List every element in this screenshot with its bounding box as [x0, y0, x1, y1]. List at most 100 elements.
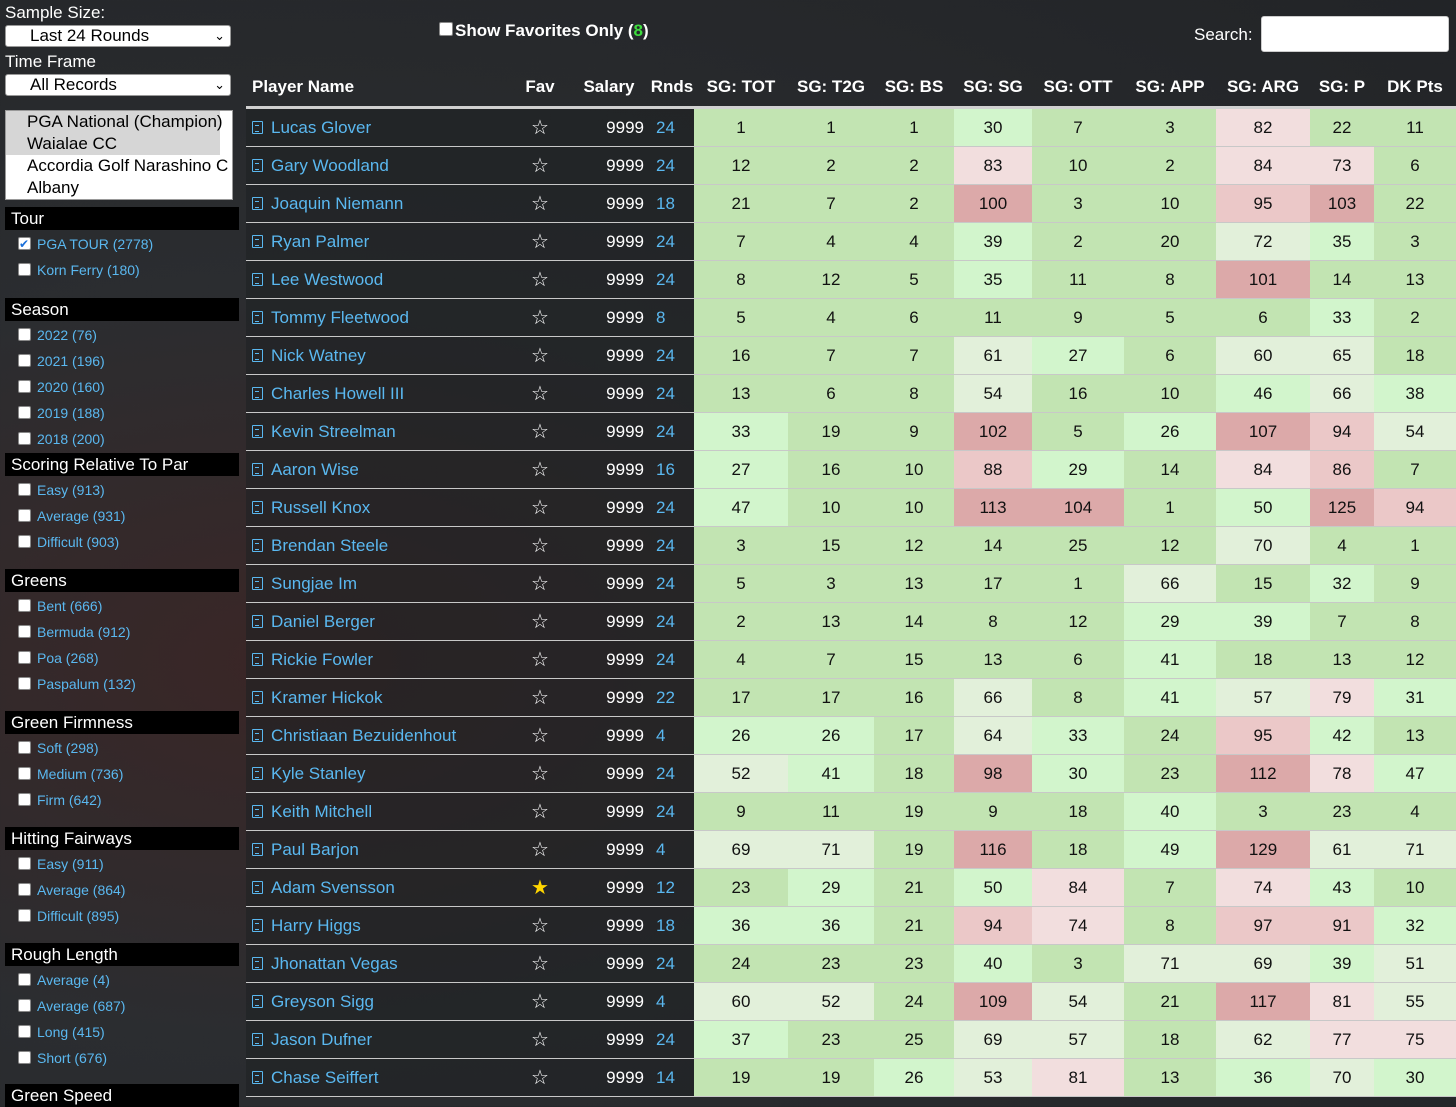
rounds-link[interactable]: 12	[650, 868, 694, 907]
filter-checkbox[interactable]	[18, 767, 31, 780]
filter-checkbox[interactable]	[18, 625, 31, 638]
player-name-cell[interactable]: Paul Barjon	[246, 830, 512, 869]
document-icon[interactable]	[252, 462, 263, 476]
star-outline-icon[interactable]: ☆	[512, 374, 568, 413]
star-outline-icon[interactable]: ☆	[512, 222, 568, 261]
player-name-link[interactable]: Chase Seiffert	[271, 1067, 379, 1087]
star-outline-icon[interactable]: ☆	[512, 754, 568, 793]
course-option[interactable]: PGA National (Champion)	[6, 111, 223, 133]
player-name-cell[interactable]: Gary Woodland	[246, 146, 512, 185]
filter-option[interactable]: Average (931)	[18, 506, 125, 526]
filter-checkbox[interactable]	[18, 857, 31, 870]
star-outline-icon[interactable]: ☆	[512, 412, 568, 451]
rounds-link[interactable]: 24	[650, 526, 694, 565]
filter-option[interactable]: 2020 (160)	[18, 377, 105, 397]
column-header[interactable]: Salary	[568, 68, 650, 109]
filter-checkbox[interactable]	[18, 1025, 31, 1038]
filter-checkbox[interactable]	[18, 599, 31, 612]
filter-checkbox[interactable]	[18, 793, 31, 806]
player-name-link[interactable]: Greyson Sigg	[271, 991, 374, 1011]
filter-checkbox[interactable]	[18, 651, 31, 664]
player-name-link[interactable]: Joaquin Niemann	[271, 193, 404, 213]
document-icon[interactable]	[252, 1032, 263, 1046]
favorites-checkbox[interactable]	[439, 22, 453, 36]
document-icon[interactable]	[252, 614, 263, 628]
filter-checkbox[interactable]	[18, 1051, 31, 1064]
column-header[interactable]: Player Name	[246, 68, 512, 109]
filter-option[interactable]: Long (415)	[18, 1022, 105, 1042]
player-name-link[interactable]: Kyle Stanley	[271, 763, 366, 783]
filter-option[interactable]: Medium (736)	[18, 764, 123, 784]
filter-option[interactable]: Bermuda (912)	[18, 622, 130, 642]
filter-checkbox[interactable]	[18, 677, 31, 690]
star-outline-icon[interactable]: ☆	[512, 107, 568, 147]
column-header[interactable]: DK Pts	[1374, 68, 1456, 109]
star-outline-icon[interactable]: ☆	[512, 184, 568, 223]
filter-checkbox[interactable]	[18, 328, 31, 341]
rounds-link[interactable]: 24	[650, 336, 694, 375]
document-icon[interactable]	[252, 956, 263, 970]
search-input[interactable]	[1261, 16, 1449, 52]
rounds-link[interactable]: 24	[650, 754, 694, 793]
player-name-link[interactable]: Tommy Fleetwood	[271, 307, 409, 327]
filter-option[interactable]: Difficult (895)	[18, 906, 119, 926]
rounds-link[interactable]: 4	[650, 830, 694, 869]
rounds-link[interactable]: 24	[650, 107, 694, 147]
star-outline-icon[interactable]: ☆	[512, 336, 568, 375]
star-outline-icon[interactable]: ☆	[512, 146, 568, 185]
player-name-link[interactable]: Aaron Wise	[271, 459, 359, 479]
star-outline-icon[interactable]: ☆	[512, 450, 568, 489]
star-outline-icon[interactable]: ☆	[512, 982, 568, 1021]
document-icon[interactable]	[252, 690, 263, 704]
player-name-link[interactable]: Charles Howell III	[271, 383, 405, 403]
rounds-link[interactable]: 24	[650, 260, 694, 299]
filter-checkbox[interactable]	[18, 263, 31, 276]
player-name-cell[interactable]: Brendan Steele	[246, 526, 512, 565]
star-outline-icon[interactable]: ☆	[512, 1020, 568, 1059]
filter-option[interactable]: Poa (268)	[18, 648, 98, 668]
course-option[interactable]: Albany	[27, 178, 79, 197]
player-name-cell[interactable]: Rickie Fowler	[246, 640, 512, 679]
player-name-cell[interactable]: Lucas Glover	[246, 107, 512, 147]
player-name-cell[interactable]: Jhonattan Vegas	[246, 944, 512, 983]
filter-option[interactable]: Average (687)	[18, 996, 125, 1016]
filter-option[interactable]: Korn Ferry (180)	[18, 260, 140, 280]
player-name-cell[interactable]: Jason Dufner	[246, 1020, 512, 1059]
document-icon[interactable]	[252, 918, 263, 932]
filter-checkbox[interactable]	[18, 432, 31, 445]
rounds-link[interactable]: 4	[650, 716, 694, 755]
document-icon[interactable]	[252, 272, 263, 286]
star-outline-icon[interactable]: ☆	[512, 602, 568, 641]
player-name-link[interactable]: Harry Higgs	[271, 915, 361, 935]
star-outline-icon[interactable]: ☆	[512, 678, 568, 717]
player-name-cell[interactable]: Tommy Fleetwood	[246, 298, 512, 337]
filter-checkbox[interactable]	[18, 509, 31, 522]
column-header[interactable]: SG: OTT	[1032, 68, 1124, 109]
player-name-link[interactable]: Ryan Palmer	[271, 231, 370, 251]
player-name-cell[interactable]: Ryan Palmer	[246, 222, 512, 261]
rounds-link[interactable]: 24	[650, 602, 694, 641]
player-name-cell[interactable]: Nick Watney	[246, 336, 512, 375]
rounds-link[interactable]: 22	[650, 678, 694, 717]
player-name-cell[interactable]: Joaquin Niemann	[246, 184, 512, 223]
document-icon[interactable]	[252, 1070, 263, 1084]
rounds-link[interactable]: 8	[650, 298, 694, 337]
filter-checkbox[interactable]	[18, 999, 31, 1012]
player-name-cell[interactable]: Russell Knox	[246, 488, 512, 527]
player-name-link[interactable]: Lucas Glover	[271, 117, 372, 137]
star-outline-icon[interactable]: ☆	[512, 564, 568, 603]
document-icon[interactable]	[252, 158, 263, 172]
rounds-link[interactable]: 24	[650, 564, 694, 603]
filter-option[interactable]: 2019 (188)	[18, 403, 105, 423]
column-header[interactable]: Fav	[512, 68, 568, 109]
filter-option[interactable]: 2018 (200)	[18, 429, 105, 449]
star-outline-icon[interactable]: ☆	[512, 488, 568, 527]
filter-option[interactable]: Soft (298)	[18, 738, 98, 758]
filter-checkbox[interactable]	[18, 909, 31, 922]
filter-checkbox[interactable]	[18, 406, 31, 419]
player-name-link[interactable]: Jason Dufner	[271, 1029, 373, 1049]
document-icon[interactable]	[252, 728, 263, 742]
player-name-cell[interactable]: Kyle Stanley	[246, 754, 512, 793]
player-name-link[interactable]: Daniel Berger	[271, 611, 375, 631]
player-name-cell[interactable]: Daniel Berger	[246, 602, 512, 641]
